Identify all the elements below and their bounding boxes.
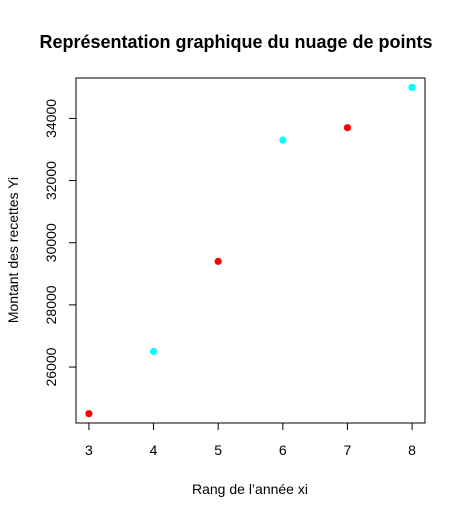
- plot-frame: [75, 77, 426, 424]
- data-point: [279, 136, 287, 144]
- data-point: [149, 347, 158, 356]
- x-axis-label: Rang de l’année xi: [192, 481, 308, 497]
- x-tick-label: 8: [408, 442, 416, 458]
- data-point: [85, 410, 93, 418]
- data-points: [85, 83, 416, 418]
- x-tick-label: 5: [214, 442, 222, 458]
- y-tick-label: 32000: [43, 161, 59, 200]
- y-tick-label: 34000: [43, 99, 59, 138]
- data-point: [214, 257, 222, 265]
- x-tick-label: 6: [279, 442, 287, 458]
- y-tick-label: 30000: [43, 223, 59, 262]
- y-tick-label: 26000: [43, 347, 59, 386]
- x-tick-label: 7: [344, 442, 352, 458]
- y-axis-label: Montant des recettes Yi: [5, 177, 21, 323]
- x-tick-label: 3: [85, 442, 93, 458]
- data-point: [343, 124, 352, 132]
- x-tick-label: 4: [150, 442, 158, 458]
- chart-title: Représentation graphique du nuage de poi…: [39, 32, 432, 52]
- y-tick-label: 28000: [43, 285, 59, 324]
- data-point: [408, 83, 416, 91]
- x-axis: 3 4 5 6 7 8: [85, 422, 416, 458]
- y-axis: 26000 28000 30000 32000 34000: [43, 99, 77, 387]
